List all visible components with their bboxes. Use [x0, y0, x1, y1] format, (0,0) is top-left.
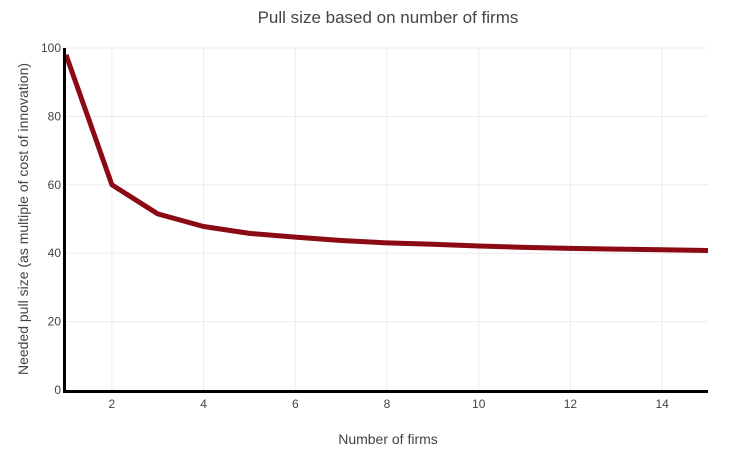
- x-tick-label: 8: [384, 397, 391, 411]
- x-tick-label: 14: [655, 397, 669, 411]
- x-tick-label: 12: [564, 397, 578, 411]
- chart-title: Pull size based on number of firms: [258, 8, 519, 27]
- y-tick-label: 100: [41, 41, 61, 55]
- y-tick-label: 40: [48, 246, 62, 260]
- x-tick-label: 4: [200, 397, 207, 411]
- series-layer: [63, 53, 709, 253]
- x-axis-label: Number of firms: [338, 431, 438, 447]
- y-tick-label: 0: [54, 383, 61, 397]
- y-tick-label: 60: [48, 178, 62, 192]
- x-tick-label: 6: [292, 397, 299, 411]
- y-tick-label: 80: [48, 109, 62, 123]
- y-axis-label: Needed pull size (as multiple of cost of…: [15, 63, 31, 375]
- x-tick-label: 10: [472, 397, 486, 411]
- grid-lines: [66, 47, 708, 390]
- axes: [63, 48, 708, 393]
- tick-labels: 2 4 6 8 10 12 14 0 20 40 60 80 100: [41, 41, 669, 411]
- y-tick-label: 20: [48, 315, 62, 329]
- series-line: [63, 53, 709, 253]
- x-tick-label: 2: [109, 397, 116, 411]
